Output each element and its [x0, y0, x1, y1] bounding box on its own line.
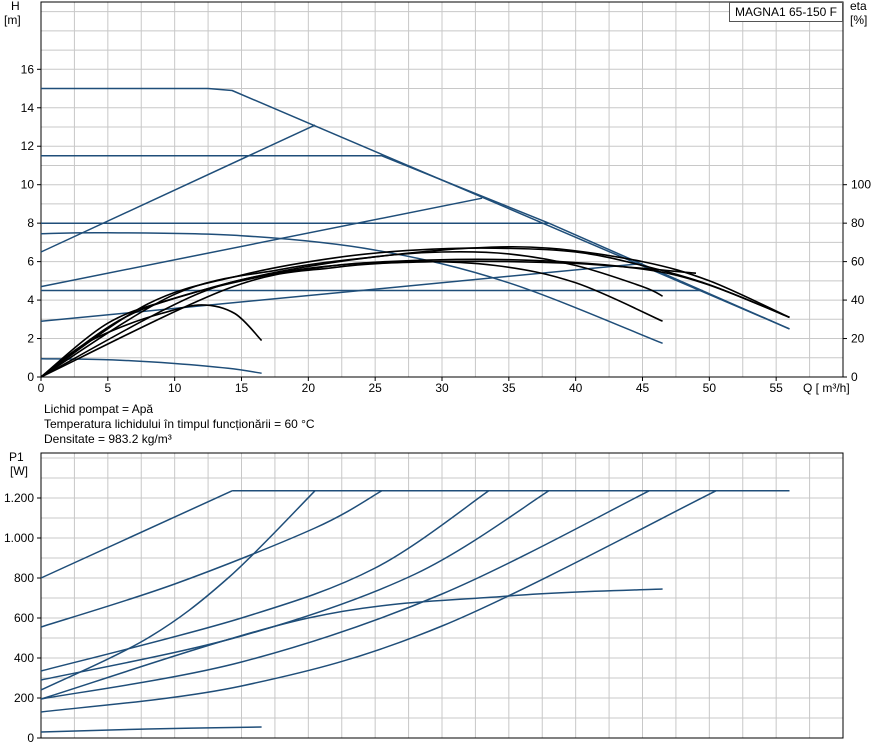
head-x-tick-label: 45: [636, 381, 650, 395]
power-curve: [40, 490, 383, 628]
power-y-axis-label: P1: [9, 450, 24, 464]
power-y-unit-label: [W]: [10, 464, 28, 478]
head-y-tick-label: 0: [27, 370, 34, 384]
eta-y-tick-label: 100: [851, 178, 871, 192]
efficiency-curve: [40, 260, 697, 378]
power-curve: [40, 490, 233, 579]
head-chart: 0 5 10 15 20 25 30 35 40 45 50 55 0 2 4 6 8 10 12 14 16 0 20 40…: [4, 0, 871, 395]
power-chart: 0 200 400 600 800 1.000 1.200 P1[W]: [4, 450, 844, 745]
fluid-label: Lichid pompat = Apă: [44, 402, 154, 416]
head-x-tick-label: 30: [435, 381, 449, 395]
temperature-label: Temperatura lichidului în timpul funcțio…: [44, 417, 315, 431]
power-curve: [40, 490, 650, 700]
power-curve: [40, 588, 663, 700]
head-x-tick-label: 0: [38, 381, 45, 395]
head-curve: [40, 197, 483, 288]
power-curve: [40, 490, 550, 681]
head-x-tick-label: 5: [104, 381, 111, 395]
head-y-tick-label: 10: [21, 178, 35, 192]
power-y-tick-label: 1.200: [4, 491, 34, 505]
eta-y-tick-label: 20: [851, 332, 865, 346]
head-x-axis-label: Q [ m³/h]: [803, 381, 850, 395]
head-x-tick-label: 25: [368, 381, 382, 395]
density-label: Densitate = 983.2 kg/m³: [44, 432, 172, 446]
head-x-tick-label: 20: [302, 381, 316, 395]
eta-y-tick-label: 80: [851, 216, 865, 230]
efficiency-curve: [40, 258, 790, 378]
power-plot-frame: [40, 452, 844, 739]
eta-y-tick-label: 40: [851, 293, 865, 307]
eta-y-unit-label: [%]: [850, 13, 867, 27]
power-y-tick-label: 0: [27, 731, 34, 745]
eta-y-tick-label: 0: [851, 370, 858, 384]
head-curve: [41, 155, 790, 330]
head-x-tick-label: 10: [168, 381, 182, 395]
head-curve: [41, 87, 790, 330]
head-y-unit-label: [m]: [4, 13, 21, 27]
head-y-tick-label: 12: [21, 139, 35, 153]
head-x-tick-label: 15: [235, 381, 249, 395]
head-curve: [40, 357, 262, 374]
power-curve: [40, 490, 316, 691]
head-y-tick-label: 6: [27, 255, 34, 269]
power-y-tick-label: 400: [14, 651, 34, 665]
power-curve: [40, 490, 490, 672]
head-y-tick-label: 2: [27, 332, 34, 346]
power-y-tick-label: 600: [14, 611, 34, 625]
eta-y-tick-label: 60: [851, 255, 865, 269]
efficiency-curve: [40, 247, 790, 378]
head-curve: [40, 124, 316, 253]
head-x-tick-label: 50: [703, 381, 717, 395]
model-label: MAGNA1 65-150 F: [729, 2, 843, 22]
head-y-tick-label: 14: [21, 101, 35, 115]
power-y-tick-label: 200: [14, 691, 34, 705]
head-y-tick-label: 16: [21, 62, 35, 76]
head-curve: [40, 231, 663, 344]
head-y-tick-label: 8: [27, 216, 34, 230]
power-y-tick-label: 1.000: [4, 531, 34, 545]
head-x-tick-label: 40: [569, 381, 583, 395]
head-x-tick-label: 55: [769, 381, 783, 395]
power-y-tick-label: 800: [14, 571, 34, 585]
head-y-tick-label: 4: [27, 293, 34, 307]
power-curve: [40, 726, 262, 733]
head-x-tick-label: 35: [502, 381, 516, 395]
eta-y-axis-label: eta: [850, 0, 867, 13]
head-y-axis-label: H: [11, 0, 20, 13]
power-curve: [40, 490, 717, 713]
